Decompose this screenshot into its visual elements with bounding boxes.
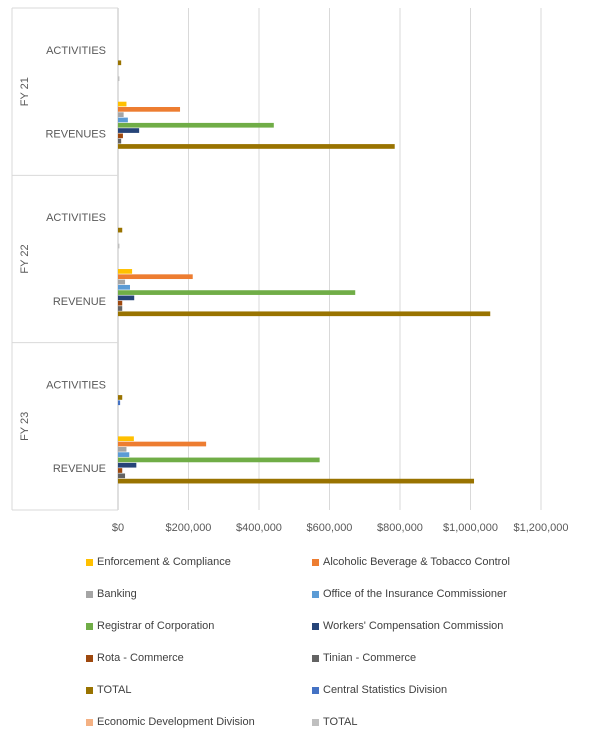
bar xyxy=(118,436,134,442)
bar xyxy=(118,133,123,139)
category-label: REVENUES xyxy=(45,129,106,141)
legend-item: Tinian - Commerce xyxy=(312,652,416,664)
x-tick-label: $400,000 xyxy=(236,522,282,534)
bar xyxy=(118,311,491,317)
category-label: REVENUE xyxy=(53,463,106,475)
bar xyxy=(118,452,130,457)
legend-item: Economic Development Division xyxy=(86,716,255,728)
category-label: ACTIVITIES xyxy=(46,380,106,392)
bar xyxy=(118,441,207,447)
group-label: FY 21 xyxy=(19,77,31,106)
legend-item: TOTAL xyxy=(86,684,131,696)
group-label: FY 23 xyxy=(19,412,31,441)
bar xyxy=(118,117,128,123)
legend-item: Enforcement & Compliance xyxy=(86,556,231,568)
legend-label: TOTAL xyxy=(323,716,358,728)
legend-label: Office of the Insurance Commissioner xyxy=(323,588,507,600)
legend-item: Rota - Commerce xyxy=(86,652,184,664)
legend-swatch xyxy=(86,686,93,694)
legend-item: Central Statistics Division xyxy=(312,684,447,696)
bar xyxy=(118,300,123,306)
bar xyxy=(118,478,475,484)
bar xyxy=(118,112,124,117)
bar xyxy=(118,295,135,301)
x-tick-label: $0 xyxy=(112,522,124,534)
legend-label: Registrar of Corporation xyxy=(97,620,215,632)
legend-swatch xyxy=(86,558,93,566)
bar xyxy=(118,462,137,468)
legend-item: Office of the Insurance Commissioner xyxy=(312,588,507,600)
bar xyxy=(118,279,126,285)
bar xyxy=(118,122,274,128)
category-label: ACTIVITIES xyxy=(46,212,106,224)
bar xyxy=(118,76,120,82)
legend-swatch xyxy=(312,686,319,694)
x-tick-label: $800,000 xyxy=(377,522,423,534)
legend-label: Alcoholic Beverage & Tobacco Control xyxy=(323,556,510,568)
x-tick-label: $1,200,000 xyxy=(513,522,568,534)
legend-swatch xyxy=(312,622,319,630)
legend-item: Alcoholic Beverage & Tobacco Control xyxy=(312,556,510,568)
legend-label: Tinian - Commerce xyxy=(323,652,417,664)
bar xyxy=(118,60,122,66)
bar xyxy=(118,290,356,295)
bar xyxy=(118,243,120,249)
legend-swatch xyxy=(86,654,93,662)
bar xyxy=(118,269,133,274)
bar xyxy=(118,306,123,311)
category-label: ACTIVITIES xyxy=(46,45,106,57)
bar xyxy=(118,284,130,290)
legend-item: TOTAL xyxy=(312,716,357,728)
group-label: FY 22 xyxy=(19,244,31,273)
bar xyxy=(118,457,320,463)
bar xyxy=(118,107,181,112)
legend-item: Workers' Compensation Commission xyxy=(312,620,503,632)
legend-item: Registrar of Corporation xyxy=(86,620,214,632)
legend-item: Banking xyxy=(86,588,137,600)
bar xyxy=(118,473,126,479)
bar xyxy=(118,274,193,280)
legend-label: Economic Development Division xyxy=(97,716,255,728)
bar xyxy=(118,144,395,149)
legend-label: Central Statistics Division xyxy=(323,684,448,696)
legend-swatch xyxy=(312,558,319,566)
category-label: REVENUE xyxy=(53,296,106,308)
bar xyxy=(118,468,123,473)
legend-swatch xyxy=(86,590,93,598)
x-tick-label: $1,000,000 xyxy=(443,522,498,534)
legend-label: Rota - Commerce xyxy=(97,652,184,664)
legend-label: Enforcement & Compliance xyxy=(97,556,231,568)
legend-label: Banking xyxy=(97,588,137,600)
bar xyxy=(118,446,127,452)
legend-swatch xyxy=(86,718,93,726)
legend-label: Workers' Compensation Commission xyxy=(323,620,504,632)
bar xyxy=(118,227,123,233)
bar xyxy=(118,395,123,400)
bar xyxy=(118,101,127,107)
bar xyxy=(118,138,122,144)
bar xyxy=(118,128,140,133)
x-tick-label: $600,000 xyxy=(307,522,353,534)
bar xyxy=(118,400,121,406)
legend-label: TOTAL xyxy=(97,684,132,696)
x-tick-label: $200,000 xyxy=(166,522,212,534)
legend-swatch xyxy=(312,654,319,662)
legend-swatch xyxy=(86,622,93,630)
legend-swatch xyxy=(312,590,319,598)
legend-swatch xyxy=(312,718,319,726)
